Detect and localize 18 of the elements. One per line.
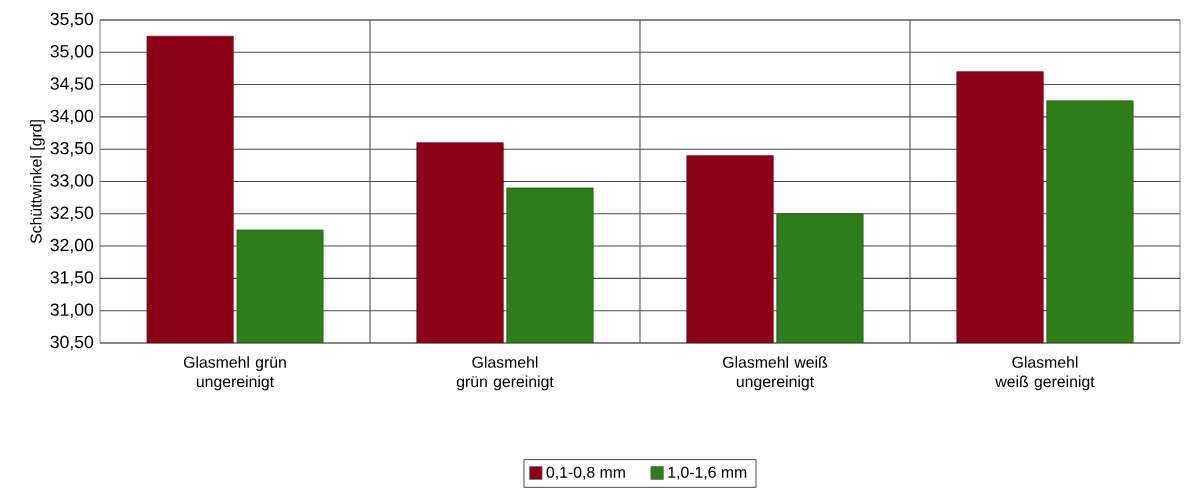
y-tick-label: 35,50 — [50, 12, 94, 28]
x-tick-label: Glasmehl grün gereinigt — [456, 356, 554, 391]
x-tick-label: Glasmehl weiß gereinigt — [995, 356, 1095, 391]
y-tick-label: 33,50 — [50, 141, 94, 157]
y-tick-label: 32,50 — [50, 206, 94, 222]
y-tick-label: 32,00 — [50, 238, 94, 254]
legend-label: 1,0-1,6 mm — [668, 466, 747, 480]
y-tick-label: 35,00 — [50, 45, 94, 60]
legend-label: 0,1-0,8 mm — [546, 466, 625, 480]
y-tick-label: 34,00 — [50, 109, 94, 125]
y-tick-label: 34,50 — [50, 77, 94, 92]
y-axis-title: Schüttwinkel [grd] — [30, 120, 45, 244]
y-tick-label: 31,00 — [50, 303, 94, 318]
x-tick-label: Glasmehl grün ungereinigt — [183, 356, 286, 391]
y-tick-label: 33,00 — [50, 174, 94, 189]
y-tick-label: 30,50 — [50, 335, 94, 351]
y-tick-label: 31,50 — [50, 271, 94, 286]
x-tick-label: Glasmehl weiß ungereinigt — [723, 356, 828, 391]
